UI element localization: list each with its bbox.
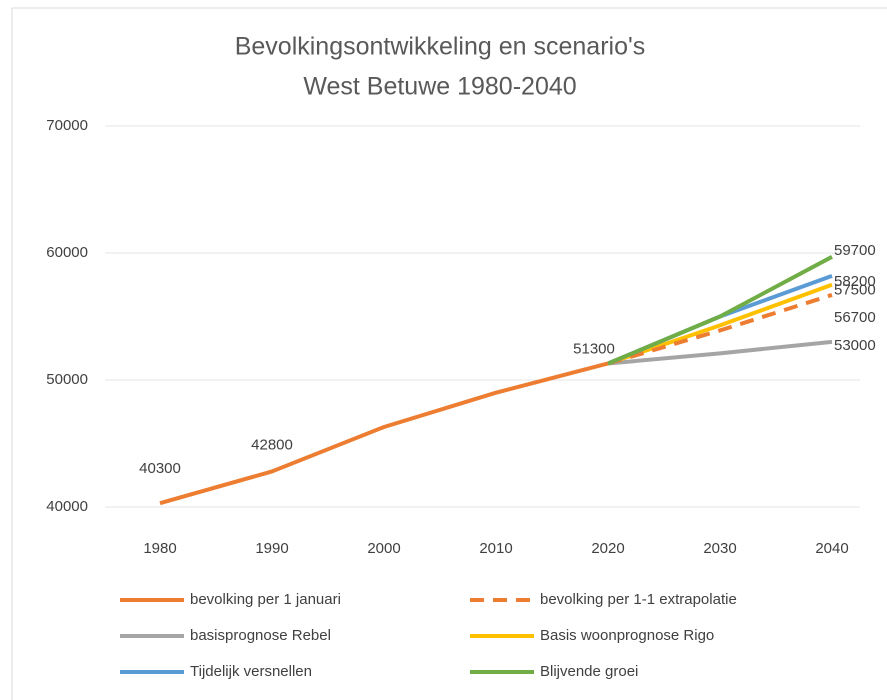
y-tick-label: 70000 (46, 117, 88, 134)
series-line (607, 293, 833, 366)
x-tick-label: 1980 (143, 540, 176, 557)
x-tick-label: 2020 (591, 540, 624, 557)
legend-label: basisprognose Rebel (190, 627, 331, 644)
series-line (159, 361, 609, 506)
x-tick-label: 1990 (255, 540, 288, 557)
series-line (607, 255, 833, 366)
x-tick-label: 2000 (367, 540, 400, 557)
legend-label: Tijdelijk versnellen (190, 663, 312, 680)
data-label: 57500 (834, 282, 876, 299)
y-tick-label: 50000 (46, 371, 88, 388)
chart-frame (11, 7, 887, 700)
data-label: 42800 (251, 436, 293, 453)
y-tick-label: 60000 (46, 244, 88, 261)
legend-label: Basis woonprognose Rigo (540, 627, 714, 644)
data-label: 53000 (834, 337, 876, 354)
data-label: 51300 (573, 340, 615, 357)
legend-label: Blijvende groei (540, 663, 638, 680)
data-label: 40300 (139, 460, 181, 477)
series-line (607, 339, 833, 366)
series-line (607, 282, 833, 366)
x-tick-label: 2010 (479, 540, 512, 557)
legend-label: bevolking per 1 januari (190, 591, 341, 608)
chart-title: Bevolkingsontwikkeling en scenario's (235, 33, 646, 61)
data-label: 56700 (834, 309, 876, 326)
data-label: 59700 (834, 242, 876, 259)
x-tick-label: 2040 (815, 540, 848, 557)
x-tick-label: 2030 (703, 540, 736, 557)
data-label: 58200 (834, 273, 876, 290)
chart-title: West Betuwe 1980-2040 (303, 73, 576, 101)
legend-label: bevolking per 1-1 extrapolatie (540, 591, 737, 608)
y-tick-label: 40000 (46, 498, 88, 515)
